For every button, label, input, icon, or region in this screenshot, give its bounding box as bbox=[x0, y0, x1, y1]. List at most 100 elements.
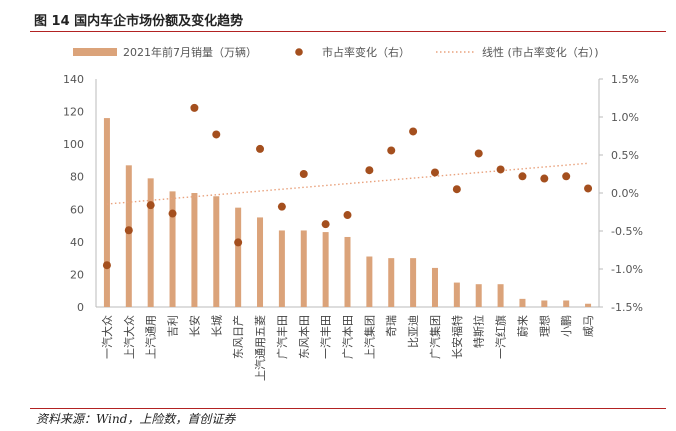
share-change-point bbox=[277, 202, 286, 211]
legend-dot-swatch bbox=[295, 48, 303, 56]
right-tick-label: -1.5% bbox=[611, 301, 643, 314]
share-change-point bbox=[321, 220, 330, 229]
bar bbox=[431, 267, 438, 307]
bar bbox=[366, 256, 373, 307]
legend: 2021年前7月销量（万辆） 市占率变化（右） 线性 (市占率变化（右）) bbox=[73, 45, 599, 59]
left-tick-label: 20 bbox=[70, 268, 84, 281]
right-tick-label: -1.0% bbox=[611, 263, 643, 276]
category-label: 上汽通用五菱 bbox=[253, 315, 267, 381]
share-change-point bbox=[562, 172, 571, 181]
bar bbox=[213, 196, 220, 307]
category-label: 上汽通用 bbox=[144, 315, 158, 359]
right-tick-label: 1.0% bbox=[611, 111, 639, 124]
bar bbox=[388, 258, 395, 307]
bar bbox=[453, 282, 460, 307]
category-label: 长安 bbox=[187, 315, 201, 337]
category-label: 比亚迪 bbox=[407, 315, 420, 348]
left-tick-label: 80 bbox=[70, 171, 84, 184]
share-change-point bbox=[190, 103, 199, 112]
bar bbox=[169, 191, 176, 307]
category-label: 广汽集团 bbox=[428, 315, 442, 359]
bar bbox=[410, 258, 417, 307]
right-tick-label: 1.5% bbox=[611, 73, 639, 86]
share-change-point bbox=[584, 184, 593, 193]
share-change-point bbox=[212, 130, 221, 139]
category-label: 奇瑞 bbox=[384, 315, 398, 337]
share-change-point bbox=[256, 144, 265, 153]
share-change-point bbox=[409, 127, 418, 136]
category-label: 上汽大众 bbox=[122, 315, 136, 359]
category-label: 蔚来 bbox=[516, 315, 529, 337]
axes: 0 20 40 60 80 100 120 140 -1.5% -1.0% -0.5% 0.0% 0.5… bbox=[63, 73, 643, 314]
category-labels: 一汽大众 上汽大众 上汽通用 吉利 长安 长城 东风日产 上汽通用五菱 广汽丰田 东风本田 一汽丰田… bbox=[100, 315, 595, 381]
legend-bar-label: 2021年前7月销量（万辆） bbox=[123, 45, 257, 59]
share-change-point bbox=[343, 211, 352, 220]
category-label: 理想 bbox=[537, 315, 551, 337]
share-change-point bbox=[518, 172, 527, 181]
share-change-point bbox=[124, 226, 133, 235]
scatter-series bbox=[102, 103, 593, 270]
category-label: 小鹏 bbox=[560, 315, 573, 337]
bar bbox=[191, 193, 198, 307]
bar bbox=[103, 118, 110, 307]
left-tick-label: 120 bbox=[63, 106, 84, 119]
trend-series bbox=[106, 162, 589, 205]
category-label: 长城 bbox=[210, 315, 223, 337]
share-change-point bbox=[430, 168, 439, 177]
bar bbox=[519, 298, 526, 307]
left-tick-label: 60 bbox=[70, 203, 84, 216]
left-tick-label: 0 bbox=[77, 301, 84, 314]
category-label: 上汽集团 bbox=[362, 315, 376, 359]
category-label: 一汽大众 bbox=[100, 315, 114, 359]
trend-line bbox=[106, 162, 589, 205]
bar bbox=[541, 300, 548, 307]
share-change-point bbox=[102, 261, 111, 270]
category-label: 特斯拉 bbox=[472, 315, 486, 348]
source-rule bbox=[30, 408, 666, 409]
share-change-point bbox=[452, 185, 461, 194]
bar bbox=[300, 230, 307, 307]
category-label: 广汽本田 bbox=[341, 315, 355, 359]
share-change-point bbox=[496, 165, 505, 174]
source-note: 资料来源：Wind，上险数，首创证券 bbox=[36, 412, 236, 426]
bar bbox=[125, 165, 132, 307]
category-label: 广汽丰田 bbox=[275, 315, 289, 359]
category-label: 吉利 bbox=[167, 315, 180, 337]
bar bbox=[257, 217, 264, 307]
title-rule bbox=[30, 31, 666, 32]
share-change-point bbox=[387, 146, 396, 155]
figure-title: 图 14 国内车企市场份额及变化趋势 bbox=[34, 14, 244, 29]
bar bbox=[278, 230, 285, 307]
bar bbox=[344, 236, 351, 307]
category-label: 威马 bbox=[582, 315, 595, 337]
category-label: 东风日产 bbox=[231, 315, 245, 359]
share-change-point bbox=[474, 149, 483, 158]
legend-trend-label: 线性 (市占率变化（右）) bbox=[482, 45, 599, 59]
right-tick-label: -0.5% bbox=[611, 225, 643, 238]
bar bbox=[322, 232, 329, 307]
share-change-point bbox=[234, 238, 243, 247]
category-label: 东风本田 bbox=[297, 315, 311, 359]
share-change-point bbox=[146, 201, 155, 210]
right-tick-label: 0.0% bbox=[611, 187, 639, 200]
category-label: 长安福特 bbox=[450, 315, 464, 359]
bar bbox=[235, 207, 242, 307]
category-label: 一汽红旗 bbox=[494, 315, 508, 359]
left-tick-label: 100 bbox=[63, 138, 84, 151]
share-change-point bbox=[168, 209, 177, 218]
share-change-point bbox=[365, 166, 374, 175]
share-change-point bbox=[299, 170, 308, 178]
bar bbox=[147, 178, 154, 307]
left-tick-label: 40 bbox=[70, 236, 84, 249]
legend-bar-swatch bbox=[73, 48, 117, 56]
left-tick-label: 140 bbox=[63, 73, 84, 86]
bar bbox=[585, 303, 592, 307]
share-change-point bbox=[540, 174, 549, 183]
bar bbox=[497, 284, 504, 307]
bar bbox=[563, 300, 570, 307]
bar bbox=[475, 284, 482, 307]
bar-series bbox=[103, 118, 592, 307]
category-label: 一汽丰田 bbox=[319, 315, 333, 359]
